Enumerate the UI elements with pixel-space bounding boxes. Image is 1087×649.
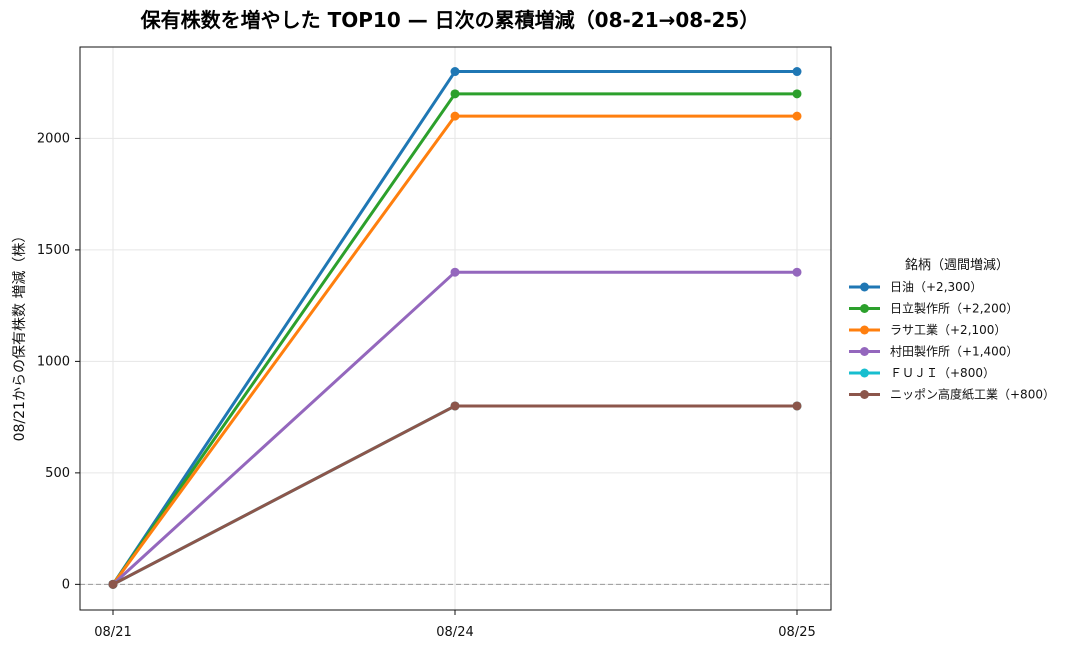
data-point xyxy=(108,579,118,589)
legend-item: ラサ工業（+2,100） xyxy=(849,323,1006,337)
data-point xyxy=(450,67,460,77)
x-tick-label: 08/25 xyxy=(778,625,815,640)
legend-item: 村田製作所（+1,400） xyxy=(849,345,1018,359)
series-group xyxy=(108,67,802,589)
y-tick-label: 0 xyxy=(62,577,70,592)
legend-item: 日油（+2,300） xyxy=(849,280,982,294)
legend-swatch-marker xyxy=(860,325,869,335)
legend: 銘柄（週間増減） 日油（+2,300） 日立製作所（+2,200） ラサ工業（+2,… xyxy=(849,257,1055,402)
x-tick-label: 08/21 xyxy=(94,625,131,640)
y-axis: 0 500 1000 1500 2000 xyxy=(37,131,80,592)
legend-item: ニッポン高度紙工業（+800） xyxy=(849,387,1055,402)
legend-swatch-marker xyxy=(860,304,869,313)
series-5 xyxy=(108,401,802,589)
y-tick-label: 500 xyxy=(45,466,70,481)
y-axis-label: 08/21からの保有株数 増減（株） xyxy=(11,229,28,442)
data-point xyxy=(792,89,802,99)
legend-label: ＦＵＪＩ（+800） xyxy=(890,366,995,380)
legend-label: 日油（+2,300） xyxy=(890,280,982,294)
legend-swatch-marker xyxy=(860,347,869,356)
y-tick-label: 1000 xyxy=(37,354,70,369)
data-point xyxy=(792,111,802,121)
x-tick-label: 08/24 xyxy=(436,625,473,640)
legend-swatch-marker xyxy=(860,282,869,292)
data-point xyxy=(792,267,802,277)
legend-label: 村田製作所（+1,400） xyxy=(890,345,1018,359)
data-point xyxy=(450,89,460,99)
x-axis: 08/21 08/24 08/25 xyxy=(94,610,816,640)
data-point xyxy=(450,267,460,277)
grid xyxy=(80,47,831,610)
legend-item: ＦＵＪＩ（+800） xyxy=(849,366,995,380)
chart-title: 保有株数を増やした TOP10 — 日次の累積増減（08-21→08-25） xyxy=(140,8,760,32)
legend-label: ラサ工業（+2,100） xyxy=(890,323,1006,337)
y-tick-label: 2000 xyxy=(37,131,70,146)
legend-swatch-marker xyxy=(860,368,869,378)
legend-label: ニッポン高度紙工業（+800） xyxy=(890,387,1055,402)
y-tick-label: 1500 xyxy=(37,243,70,258)
data-point xyxy=(792,67,802,77)
legend-title: 銘柄（週間増減） xyxy=(905,257,1009,273)
data-point xyxy=(450,401,460,411)
legend-label: 日立製作所（+2,200） xyxy=(890,301,1018,316)
legend-item: 日立製作所（+2,200） xyxy=(849,301,1018,316)
data-point xyxy=(450,111,460,121)
legend-swatch-marker xyxy=(860,390,869,399)
data-point xyxy=(792,401,802,411)
